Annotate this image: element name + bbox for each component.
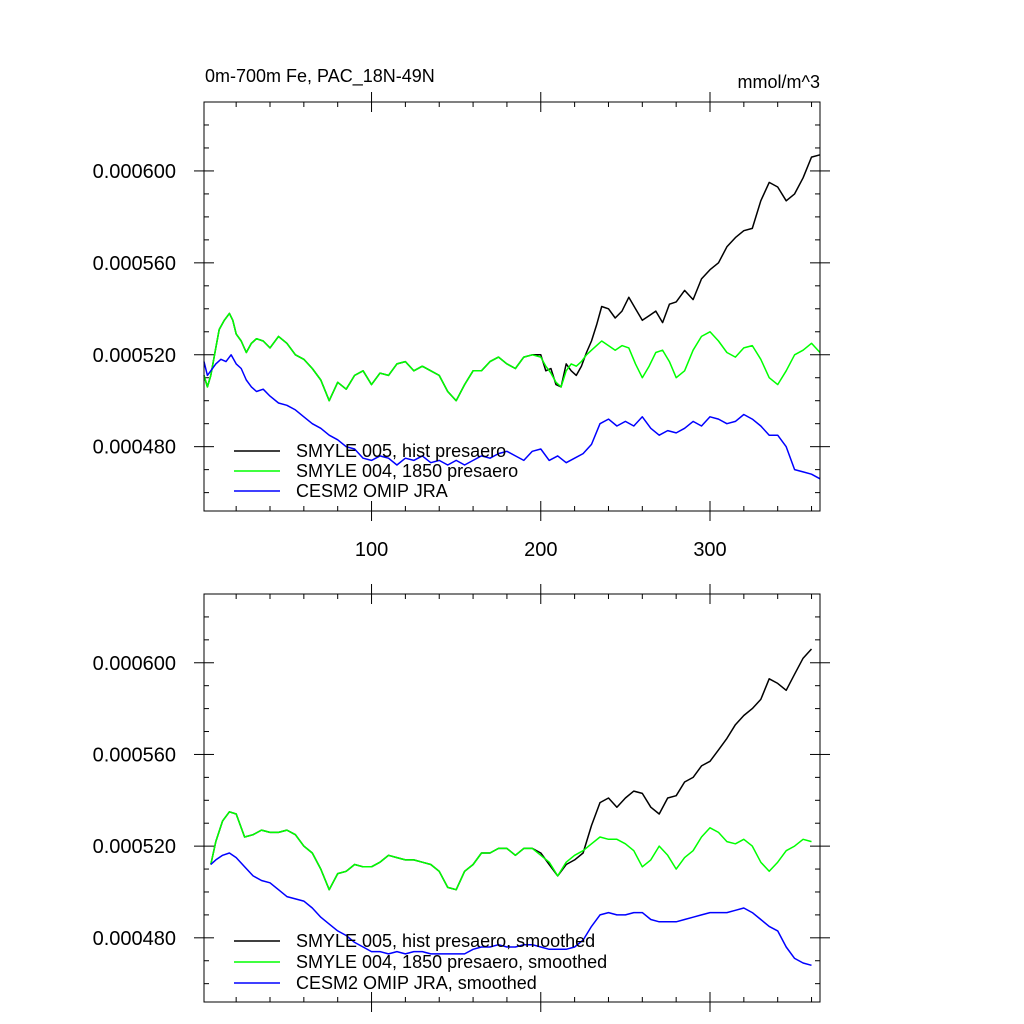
legend-label-2: SMYLE 004, 1850 presaero, smoothed	[296, 952, 607, 972]
y-tick-label: 0.000600	[93, 161, 176, 183]
y-tick-label: 0.000560	[93, 253, 176, 275]
y-tick-label: 0.000520	[93, 345, 176, 367]
bottom-panel-ticks	[194, 584, 830, 1012]
legend-label-1: SMYLE 005, hist presaero, smoothed	[296, 931, 595, 951]
y-tick-label: 0.000520	[93, 836, 176, 858]
top-panel-y-tick-labels: 0.000480 0.000520 0.000560 0.000600	[93, 161, 176, 459]
x-tick-label: 300	[693, 539, 726, 561]
legend-label-2: SMYLE 004, 1850 presaero	[296, 461, 518, 481]
series-line-3	[210, 852, 812, 967]
bottom-panel-y-tick-labels: 0.000480 0.000520 0.000560 0.000600	[93, 653, 176, 950]
top-panel-series	[203, 154, 821, 480]
top-panel-ticks	[194, 92, 830, 521]
bottom-panel-frame	[203, 593, 821, 1003]
series-line-3	[203, 354, 821, 480]
bottom-panel-series	[210, 648, 813, 967]
top-panel-frame	[203, 101, 821, 512]
legend-label-3: CESM2 OMIP JRA, smoothed	[296, 973, 537, 993]
top-panel-title: 0m-700m Fe, PAC_18N-49N	[205, 66, 435, 87]
x-tick-label: 100	[355, 539, 388, 561]
legend-label-3: CESM2 OMIP JRA	[296, 481, 448, 501]
series-line-2	[203, 312, 821, 402]
y-tick-label: 0.000560	[93, 744, 176, 766]
series-line-2	[210, 811, 812, 891]
y-tick-label: 0.000480	[93, 437, 176, 459]
x-tick-label: 200	[524, 539, 557, 561]
bottom-panel-legend: SMYLE 005, hist presaero, smoothedSMYLE …	[234, 931, 607, 993]
y-tick-label: 0.000600	[93, 653, 176, 675]
top-panel-x-tick-labels: 100 200 300	[355, 539, 727, 561]
legend-label-1: SMYLE 005, hist presaero	[296, 441, 506, 461]
top-panel: 0m-700m Fe, PAC_18N-49N mmol/m^3 0.00048…	[93, 66, 830, 561]
top-panel-units: mmol/m^3	[738, 72, 820, 92]
bottom-panel: 0.000480 0.000520 0.000560 0.000600 SMYLE 0…	[93, 584, 830, 1012]
y-tick-label: 0.000480	[93, 928, 176, 950]
